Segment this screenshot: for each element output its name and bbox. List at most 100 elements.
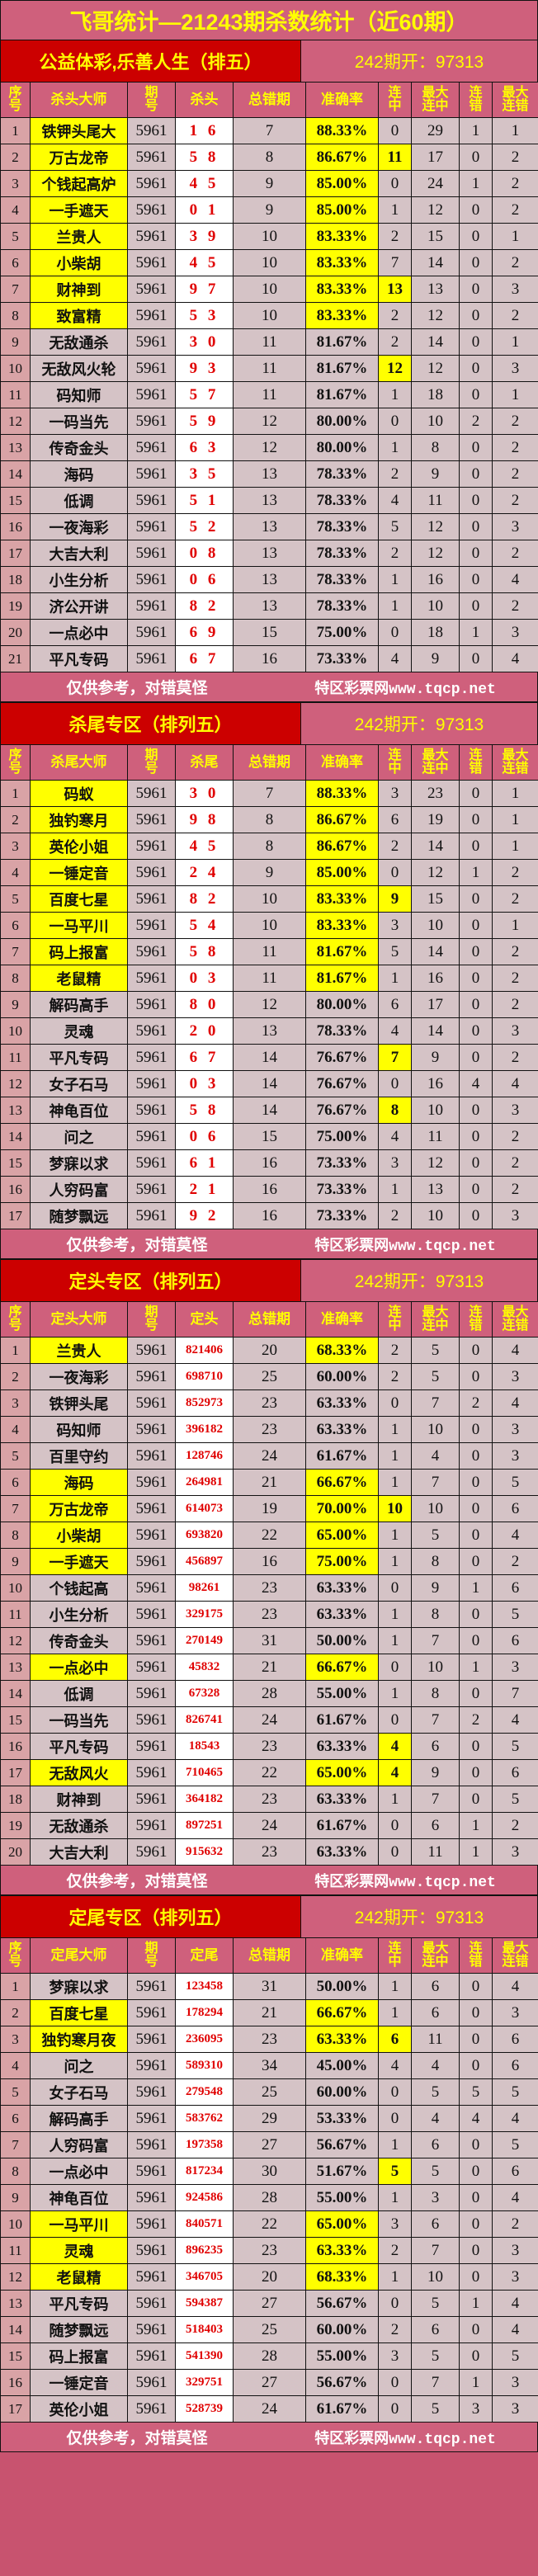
table-row[interactable]: 10 无敌风火轮 5961 9 3 11 81.67% 12 12 0 3 <box>0 355 538 382</box>
table-row[interactable]: 11 灵魂 5961 896235 23 63.33% 2 7 0 3 <box>0 2237 538 2264</box>
table-row[interactable]: 12 一码当先 5961 5 9 12 80.00% 0 10 2 2 <box>0 408 538 435</box>
consecutive-misses: 0 <box>459 249 493 276</box>
table-row[interactable]: 5 百度七星 5961 8 2 10 83.33% 9 15 0 2 <box>0 885 538 913</box>
table-row[interactable]: 13 传奇金头 5961 6 3 12 80.00% 1 8 0 2 <box>0 434 538 461</box>
table-row[interactable]: 11 小生分析 5961 329175 23 63.33% 1 8 0 5 <box>0 1601 538 1628</box>
consecutive-hits: 5 <box>378 513 412 540</box>
table-row[interactable]: 17 大吉大利 5961 0 8 13 78.33% 2 12 0 2 <box>0 540 538 567</box>
total-errors: 28 <box>233 1680 306 1707</box>
table-row[interactable]: 18 财神到 5961 364182 23 63.33% 1 7 0 5 <box>0 1786 538 1813</box>
table-row[interactable]: 15 低调 5961 5 1 13 78.33% 4 11 0 2 <box>0 487 538 514</box>
site-url[interactable]: 特区彩票网www.tqcp.net <box>314 2431 496 2448</box>
table-row[interactable]: 9 解码高手 5961 8 0 12 80.00% 6 17 0 2 <box>0 991 538 1018</box>
table-row[interactable]: 4 一手遮天 5961 0 1 9 85.00% 1 12 0 2 <box>0 196 538 224</box>
table-row[interactable]: 7 财神到 5961 9 7 10 83.33% 13 13 0 3 <box>0 276 538 303</box>
table-row[interactable]: 2 一夜海彩 5961 698710 25 60.00% 2 5 0 3 <box>0 1363 538 1390</box>
table-row[interactable]: 6 一马平川 5961 5 4 10 83.33% 3 10 0 1 <box>0 912 538 939</box>
table-row[interactable]: 3 铁钾头尾 5961 852973 23 63.33% 0 7 2 4 <box>0 1389 538 1417</box>
table-row[interactable]: 7 万古龙帝 5961 614073 19 70.00% 10 10 0 6 <box>0 1495 538 1522</box>
table-row[interactable]: 1 码蚁 5961 3 0 7 88.33% 3 23 0 1 <box>0 780 538 807</box>
table-row[interactable]: 2 万古龙帝 5961 5 8 8 86.67% 11 17 0 2 <box>0 144 538 171</box>
table-row[interactable]: 9 无敌通杀 5961 3 0 11 81.67% 2 14 0 1 <box>0 328 538 356</box>
table-row[interactable]: 15 码上报富 5961 541390 28 55.00% 3 5 0 5 <box>0 2342 538 2370</box>
master-name: 百里守约 <box>30 1442 128 1470</box>
table-row[interactable]: 20 一点必中 5961 6 9 15 75.00% 0 18 1 3 <box>0 619 538 646</box>
table-row[interactable]: 9 神龟百位 5961 924586 28 55.00% 1 3 0 4 <box>0 2184 538 2211</box>
table-row[interactable]: 15 梦寐以求 5961 6 1 16 73.33% 3 12 0 2 <box>0 1149 538 1177</box>
table-row[interactable]: 3 个钱起高炉 5961 4 5 9 85.00% 0 24 1 2 <box>0 170 538 197</box>
kill-numbers: 8 2 <box>175 592 234 620</box>
period-number: 5961 <box>127 1017 176 1045</box>
table-row[interactable]: 3 英伦小姐 5961 4 5 8 86.67% 2 14 0 1 <box>0 833 538 860</box>
max-consecutive-misses: 3 <box>492 1838 538 1866</box>
table-row[interactable]: 15 一码当先 5961 826741 24 61.67% 0 7 2 4 <box>0 1706 538 1734</box>
table-row[interactable]: 2 独钓寒月 5961 9 8 8 86.67% 6 19 0 1 <box>0 806 538 833</box>
table-row[interactable]: 17 英伦小姐 5961 528739 24 61.67% 0 5 3 3 <box>0 2395 538 2423</box>
accuracy-rate: 68.33% <box>305 1337 379 1364</box>
table-row[interactable]: 4 一锤定音 5961 2 4 9 85.00% 0 12 1 2 <box>0 859 538 886</box>
table-row[interactable]: 16 人穷码富 5961 2 1 16 73.33% 1 13 0 2 <box>0 1176 538 1203</box>
max-consecutive-misses: 1 <box>492 223 538 250</box>
consecutive-hits: 3 <box>378 2342 412 2370</box>
max-consecutive-hits: 13 <box>411 276 460 303</box>
table-row[interactable]: 4 码知师 5961 396182 23 63.33% 1 10 0 3 <box>0 1416 538 1443</box>
table-row[interactable]: 1 梦寐以求 5961 123458 31 50.00% 1 6 0 4 <box>0 1973 538 2000</box>
table-row[interactable]: 13 平凡专码 5961 594387 27 56.67% 0 5 1 4 <box>0 2290 538 2317</box>
table-row[interactable]: 14 海码 5961 3 5 13 78.33% 2 9 0 2 <box>0 460 538 488</box>
table-row[interactable]: 19 济公开讲 5961 8 2 13 78.33% 1 10 0 2 <box>0 592 538 620</box>
table-row[interactable]: 2 百度七星 5961 178294 21 66.67% 1 6 0 3 <box>0 1999 538 2026</box>
table-row[interactable]: 8 致富精 5961 5 3 10 83.33% 2 12 0 2 <box>0 302 538 329</box>
table-row[interactable]: 19 无敌通杀 5961 897251 24 61.67% 0 6 1 2 <box>0 1812 538 1839</box>
total-errors: 27 <box>233 2131 306 2158</box>
consecutive-misses: 0 <box>459 513 493 540</box>
site-url[interactable]: 特区彩票网www.tqcp.net <box>314 1238 496 1255</box>
table-row[interactable]: 16 平凡专码 5961 18543 23 63.33% 4 6 0 5 <box>0 1733 538 1760</box>
table-row[interactable]: 8 小柴胡 5961 693820 22 65.00% 1 5 0 4 <box>0 1522 538 1549</box>
table-row[interactable]: 13 一点必中 5961 45832 21 66.67% 0 10 1 3 <box>0 1654 538 1681</box>
table-row[interactable]: 1 兰贵人 5961 821406 20 68.33% 2 5 0 4 <box>0 1337 538 1364</box>
table-row[interactable]: 10 灵魂 5961 2 0 13 78.33% 4 14 0 3 <box>0 1017 538 1045</box>
table-row[interactable]: 6 小柴胡 5961 4 5 10 83.33% 7 14 0 2 <box>0 249 538 276</box>
max-consecutive-hits: 7 <box>411 1389 460 1417</box>
stats-table: 序号杀头大师期号杀头 总错期 准确率连中最大 连中连错最大 连错 1 铁钾头尾大 5961 1 … <box>0 82 538 672</box>
table-row[interactable]: 12 传奇金头 5961 270149 31 50.00% 1 7 0 6 <box>0 1627 538 1654</box>
table-row[interactable]: 11 码知师 5961 5 7 11 81.67% 1 18 0 1 <box>0 381 538 408</box>
table-row[interactable]: 7 人穷码富 5961 197358 27 56.67% 1 6 0 5 <box>0 2131 538 2158</box>
table-row[interactable]: 8 一点必中 5961 817234 30 51.67% 5 5 0 6 <box>0 2158 538 2185</box>
table-row[interactable]: 1 铁钾头尾大 5961 1 6 7 88.33% 0 29 1 1 <box>0 117 538 144</box>
table-row[interactable]: 5 女子石马 5961 279548 25 60.00% 0 5 5 5 <box>0 2078 538 2106</box>
table-row[interactable]: 5 百里守约 5961 128746 24 61.67% 1 4 0 3 <box>0 1442 538 1470</box>
table-row[interactable]: 14 低调 5961 67328 28 55.00% 1 8 0 7 <box>0 1680 538 1707</box>
table-row[interactable]: 12 老鼠精 5961 346705 20 68.33% 1 10 0 3 <box>0 2263 538 2291</box>
column-header-0: 序号 <box>0 1937 31 1974</box>
max-consecutive-misses: 2 <box>492 170 538 197</box>
table-row[interactable]: 9 一手遮天 5961 456897 16 75.00% 1 8 0 2 <box>0 1548 538 1575</box>
table-row[interactable]: 17 无敌风火 5961 710465 22 65.00% 4 9 0 6 <box>0 1759 538 1786</box>
table-row[interactable]: 21 平凡专码 5961 6 7 16 73.33% 4 9 0 4 <box>0 645 538 672</box>
table-row[interactable]: 10 一马平川 5961 840571 22 65.00% 3 6 0 2 <box>0 2210 538 2238</box>
site-url[interactable]: 特区彩票网www.tqcp.net <box>314 1874 496 1891</box>
table-row[interactable]: 7 码上报富 5961 5 8 11 81.67% 5 14 0 2 <box>0 938 538 965</box>
master-name: 英伦小姐 <box>30 2395 128 2423</box>
table-row[interactable]: 20 大吉大利 5961 915632 23 63.33% 0 11 1 3 <box>0 1838 538 1866</box>
kill-numbers: 6 7 <box>175 645 234 672</box>
table-row[interactable]: 13 神龟百位 5961 5 8 14 76.67% 8 10 0 3 <box>0 1097 538 1124</box>
site-url[interactable]: 特区彩票网www.tqcp.net <box>314 681 496 698</box>
table-row[interactable]: 5 兰贵人 5961 3 9 10 83.33% 2 15 0 1 <box>0 223 538 250</box>
table-row[interactable]: 6 解码高手 5961 583762 29 53.33% 0 4 4 4 <box>0 2105 538 2132</box>
table-row[interactable]: 3 独钓寒月夜 5961 236095 23 63.33% 6 11 0 6 <box>0 2026 538 2053</box>
table-row[interactable]: 4 问之 5961 589310 34 45.00% 4 4 0 6 <box>0 2052 538 2079</box>
table-row[interactable]: 12 女子石马 5961 0 3 14 76.67% 0 16 4 4 <box>0 1070 538 1097</box>
section-header: 定头专区（排列五） 242期开：97313 <box>0 1259 538 1301</box>
table-row[interactable]: 16 一锤定音 5961 329751 27 56.67% 0 7 1 3 <box>0 2369 538 2396</box>
table-row[interactable]: 14 随梦飘远 5961 518403 25 60.00% 2 6 0 4 <box>0 2316 538 2343</box>
table-row[interactable]: 8 老鼠精 5961 0 3 11 81.67% 1 16 0 2 <box>0 965 538 992</box>
table-row[interactable]: 11 平凡专码 5961 6 7 14 76.67% 7 9 0 2 <box>0 1044 538 1071</box>
table-row[interactable]: 14 问之 5961 0 6 15 75.00% 4 11 0 2 <box>0 1123 538 1150</box>
consecutive-hits: 1 <box>378 2184 412 2211</box>
table-row[interactable]: 18 小生分析 5961 0 6 13 78.33% 1 16 0 4 <box>0 566 538 593</box>
table-row[interactable]: 6 海码 5961 264981 21 66.67% 1 7 0 5 <box>0 1469 538 1496</box>
table-row[interactable]: 10 个钱起高 5961 98261 23 63.33% 0 9 1 6 <box>0 1574 538 1602</box>
table-row[interactable]: 16 一夜海彩 5961 5 2 13 78.33% 5 12 0 3 <box>0 513 538 540</box>
table-row[interactable]: 17 随梦飘远 5961 9 2 16 73.33% 2 10 0 3 <box>0 1202 538 1229</box>
